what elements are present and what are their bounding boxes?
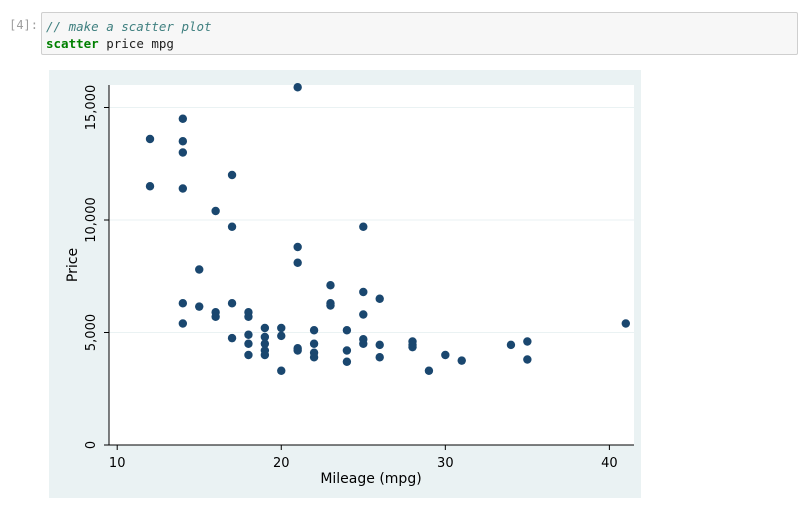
data-point bbox=[342, 357, 352, 366]
data-point bbox=[227, 299, 237, 308]
x-axis-ticks: 10 20 30 40 bbox=[109, 445, 618, 471]
data-point bbox=[293, 83, 302, 92]
data-point bbox=[326, 281, 335, 290]
data-point bbox=[441, 350, 450, 360]
x-tick-label: 40 bbox=[601, 456, 618, 471]
data-point bbox=[408, 342, 417, 352]
data-point bbox=[375, 340, 384, 350]
code-comment: // make a scatter plot bbox=[46, 19, 212, 34]
y-tick-label: 0 bbox=[84, 441, 99, 449]
data-point bbox=[277, 331, 286, 341]
data-point bbox=[293, 346, 302, 355]
data-point bbox=[178, 114, 188, 123]
data-point bbox=[145, 134, 155, 144]
data-point bbox=[178, 184, 188, 193]
data-point bbox=[244, 330, 253, 339]
data-point bbox=[277, 323, 286, 333]
data-point bbox=[309, 339, 319, 348]
data-point bbox=[178, 148, 188, 157]
data-point bbox=[244, 350, 253, 360]
data-point bbox=[260, 323, 270, 333]
data-point bbox=[195, 265, 204, 274]
data-point bbox=[359, 339, 368, 348]
data-point bbox=[621, 319, 630, 328]
data-point bbox=[309, 353, 319, 362]
y-axis-ticks: 0 5,000 10,000 15,000 bbox=[84, 85, 109, 449]
x-tick-label: 20 bbox=[273, 456, 290, 471]
data-point bbox=[260, 350, 270, 360]
data-point bbox=[145, 182, 155, 191]
data-point bbox=[359, 310, 368, 319]
code-args: price mpg bbox=[98, 36, 174, 51]
code-keyword: scatter bbox=[46, 36, 99, 51]
y-tick-label: 5,000 bbox=[84, 314, 99, 351]
data-point bbox=[277, 366, 286, 375]
data-point bbox=[375, 294, 384, 303]
y-axis-label: Price bbox=[65, 248, 81, 282]
data-point bbox=[178, 137, 188, 146]
x-tick-label: 10 bbox=[109, 456, 126, 471]
data-point bbox=[178, 319, 188, 328]
data-point bbox=[178, 299, 188, 308]
data-point bbox=[227, 170, 237, 180]
data-point bbox=[523, 337, 532, 346]
data-point bbox=[359, 287, 368, 297]
data-point bbox=[506, 340, 516, 350]
data-point bbox=[244, 339, 253, 348]
code-line-comment: // make a scatter plot bbox=[46, 18, 793, 35]
data-point bbox=[211, 206, 220, 216]
cell-prompt: [4]: bbox=[9, 18, 38, 32]
data-point bbox=[227, 222, 237, 231]
data-point bbox=[211, 312, 220, 321]
data-point bbox=[326, 301, 335, 310]
data-point bbox=[293, 242, 302, 252]
data-point bbox=[244, 312, 253, 321]
data-point bbox=[375, 353, 384, 362]
code-line-command: scatter price mpg bbox=[46, 35, 793, 52]
code-cell[interactable]: // make a scatter plot scatter price mpg bbox=[41, 12, 798, 55]
data-point bbox=[342, 346, 352, 355]
plot-region bbox=[109, 85, 634, 445]
data-points bbox=[145, 83, 630, 375]
y-tick-label: 10,000 bbox=[84, 197, 99, 243]
x-tick-label: 30 bbox=[437, 456, 454, 471]
data-point bbox=[227, 333, 237, 343]
x-axis-label: Mileage (mpg) bbox=[320, 471, 421, 487]
scatter-plot: 0 5,000 10,000 15,000 10 20 30 40 Mileage (mpg… bbox=[49, 70, 641, 498]
gridlines bbox=[109, 107, 634, 333]
data-point bbox=[342, 326, 352, 335]
data-point bbox=[424, 366, 434, 375]
data-point bbox=[260, 332, 270, 342]
data-point bbox=[523, 355, 532, 364]
y-tick-label: 15,000 bbox=[84, 85, 99, 131]
data-point bbox=[195, 302, 204, 311]
data-point bbox=[457, 356, 466, 365]
cell-output: 0 5,000 10,000 15,000 10 20 30 40 Mileage (mpg… bbox=[49, 70, 641, 498]
data-point bbox=[293, 258, 302, 267]
data-point bbox=[260, 339, 270, 348]
data-point bbox=[359, 222, 368, 231]
data-point bbox=[309, 326, 319, 335]
